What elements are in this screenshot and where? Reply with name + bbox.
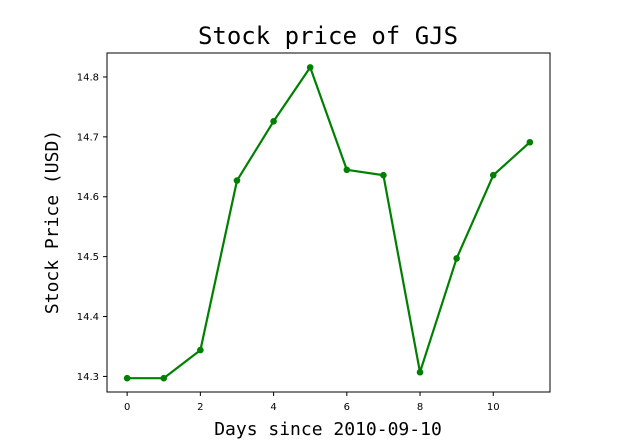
y-tick-label: 14.7 [77,132,99,143]
series-line [127,67,530,378]
x-tick-label: 0 [124,402,130,413]
plot-frame [107,53,550,392]
data-point [380,172,387,179]
y-tick-label: 14.6 [77,192,99,203]
x-axis-label: Days since 2010-09-10 [214,419,442,440]
data-point [453,255,460,262]
x-tick-label: 6 [344,402,350,413]
data-point [417,369,424,376]
data-point [197,347,204,354]
data-point [307,64,314,71]
x-tick-label: 4 [270,402,276,413]
data-point [344,166,351,173]
plot-area [124,64,533,381]
data-point [234,177,241,184]
y-tick-label: 14.8 [77,72,99,83]
x-tick-label: 2 [197,402,203,413]
x-tick-label: 8 [417,402,423,413]
data-point [270,118,277,125]
chart-title: Stock price of GJS [198,22,458,50]
y-axis-label: Stock Price (USD) [42,130,63,314]
axis-ticks: 0 2 4 6 8 10 14.3 14.4 14.5 14.6 14.7 14.8 [77,72,500,413]
data-point [527,139,534,146]
y-tick-label: 14.5 [77,252,99,263]
data-point [490,172,497,179]
data-point [124,375,131,382]
y-tick-label: 14.3 [77,372,99,383]
y-tick-label: 14.4 [77,312,99,323]
x-tick-label: 10 [487,402,500,413]
data-point [160,375,167,382]
